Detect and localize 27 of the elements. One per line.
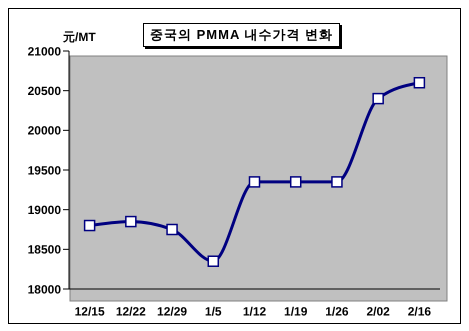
x-tick-label: 1/5 [204, 304, 222, 319]
y-tick-label: 21000 [28, 44, 62, 58]
x-tick-label: 12/22 [116, 304, 146, 319]
x-tick-label: 1/26 [325, 304, 349, 319]
point [372, 92, 384, 104]
point [331, 176, 343, 188]
point [290, 176, 302, 188]
y-tick-label: 19000 [28, 202, 62, 217]
chart-title: 중국의 PMMA 내수가격 변화 [143, 23, 340, 47]
point [166, 224, 178, 236]
y-tick-label: 20000 [28, 124, 62, 138]
point [248, 176, 260, 188]
point [414, 76, 426, 88]
y-tick-label: 20500 [28, 84, 62, 98]
y-tick-label: 19500 [28, 163, 62, 178]
y-axis-title: 元/MT [63, 29, 96, 46]
y-tick-label: 18500 [28, 242, 62, 257]
x-tick-label: 12/15 [74, 304, 105, 319]
x-tick-label: 12/29 [157, 304, 188, 319]
x-tick-label: 2/16 [408, 304, 432, 319]
x-tick-label: 1/12 [242, 304, 266, 319]
y-tick-label: 18000 [28, 282, 62, 296]
point [125, 216, 137, 228]
point [84, 220, 96, 232]
point [208, 255, 220, 267]
x-tick-label: 2/02 [366, 304, 390, 319]
x-tick-label: 1/19 [284, 304, 308, 319]
